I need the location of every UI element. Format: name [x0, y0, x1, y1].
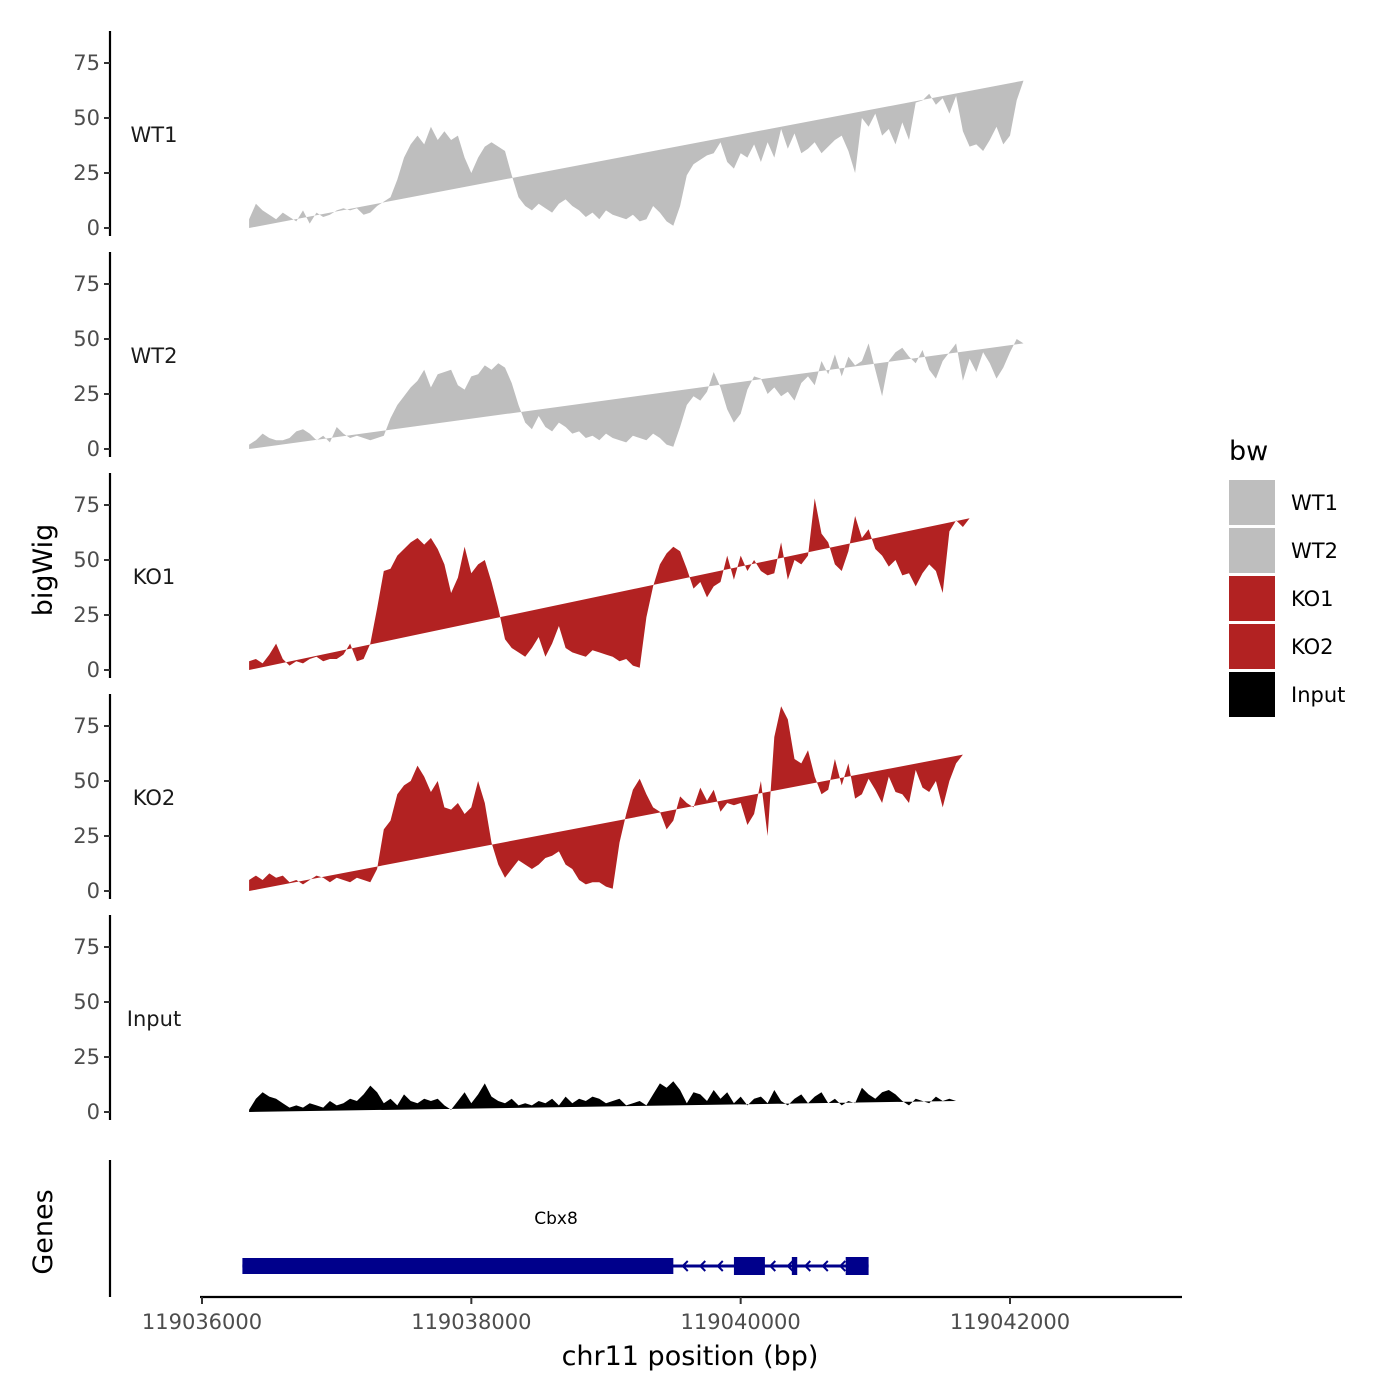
strand-arrow — [681, 1260, 689, 1272]
y-tick-label: 75 — [73, 714, 100, 738]
y-tick-label: 50 — [73, 327, 100, 351]
strand-arrow — [698, 1260, 706, 1272]
y-tick-label: 25 — [73, 161, 100, 185]
tracks: 0 25 50 75 WT1 0 25 50 75 WT2 0 25 50 75 KO1 0 25 50 75 KO2… — [73, 31, 1024, 1124]
track-input: 0 25 50 75 Input — [73, 915, 957, 1124]
y-tick-label: 0 — [87, 658, 100, 682]
strand-arrow — [716, 1260, 724, 1272]
gene-exon — [242, 1258, 674, 1274]
x-tick-label: 119036000 — [142, 1310, 262, 1334]
legend-swatch-input — [1229, 672, 1275, 717]
x-axis-title: chr11 position (bp) — [562, 1341, 819, 1372]
legend-label-wt2: WT2 — [1291, 539, 1338, 563]
track-label: KO1 — [133, 565, 176, 589]
strand-arrow — [786, 1260, 794, 1272]
track-ko2: 0 25 50 75 KO2 — [73, 694, 963, 903]
legend-label-ko1: KO1 — [1291, 587, 1334, 611]
y-tick-label: 0 — [87, 1100, 100, 1124]
legend-label-wt1: WT1 — [1291, 491, 1338, 515]
y-tick-label: 25 — [73, 1045, 100, 1069]
track-ko1: 0 25 50 75 KO1 — [73, 473, 970, 682]
track-label: KO2 — [133, 786, 176, 810]
track-label: WT2 — [131, 344, 178, 368]
y-tick-label: 25 — [73, 603, 100, 627]
gene-name-label: Cbx8 — [534, 1209, 578, 1229]
y-tick-label: 75 — [73, 51, 100, 75]
coverage-area-ko2 — [249, 706, 963, 891]
y-tick-label: 50 — [73, 769, 100, 793]
strand-arrow — [821, 1260, 829, 1272]
genes-axis-title: Genes — [28, 1189, 59, 1274]
y-tick-label: 25 — [73, 382, 100, 406]
y-tick-label: 75 — [73, 493, 100, 517]
strand-arrow — [838, 1260, 847, 1272]
gene-exon — [733, 1257, 765, 1275]
y-tick-label: 0 — [87, 437, 100, 461]
y-tick-label: 75 — [73, 935, 100, 959]
strand-arrow — [803, 1260, 812, 1272]
coverage-area-input — [249, 1081, 957, 1112]
legend-swatch-wt1 — [1229, 480, 1275, 525]
legend-title: bw — [1229, 436, 1268, 467]
coverage-area-wt1 — [249, 80, 1024, 228]
legend-label-ko2: KO2 — [1291, 635, 1334, 659]
y-tick-label: 0 — [87, 879, 100, 903]
gene-exon — [791, 1257, 798, 1275]
gene-track: Cbx8 — [108, 1160, 869, 1297]
x-tick-label: 119038000 — [411, 1310, 531, 1334]
coverage-area-ko1 — [249, 498, 970, 670]
legend-swatch-wt2 — [1229, 528, 1275, 573]
track-wt2: 0 25 50 75 WT2 — [73, 252, 1024, 461]
legend-swatch-ko2 — [1229, 624, 1275, 669]
coverage-area-wt2 — [249, 339, 1024, 449]
y-tick-label: 0 — [87, 216, 100, 240]
y-tick-label: 50 — [73, 106, 100, 130]
x-axis: 119036000 119038000 119040000 119042000 — [142, 1295, 1182, 1334]
track-wt1: 0 25 50 75 WT1 — [73, 31, 1024, 240]
track-label: Input — [127, 1007, 181, 1031]
y-tick-label: 75 — [73, 272, 100, 296]
legend-swatch-ko1 — [1229, 576, 1275, 621]
y-tick-label: 50 — [73, 990, 100, 1014]
strand-arrow — [768, 1260, 777, 1272]
y-tick-label: 50 — [73, 548, 100, 572]
legend-label-input: Input — [1291, 683, 1345, 707]
y-tick-label: 25 — [73, 824, 100, 848]
track-label: WT1 — [131, 123, 178, 147]
legend: WT1 WT2 KO1 KO2 Input — [1229, 480, 1345, 717]
gene-exon — [845, 1257, 869, 1275]
x-tick-label: 119040000 — [681, 1310, 801, 1334]
x-tick-label: 119042000 — [950, 1310, 1070, 1334]
y-axis-title: bigWig — [28, 524, 59, 617]
